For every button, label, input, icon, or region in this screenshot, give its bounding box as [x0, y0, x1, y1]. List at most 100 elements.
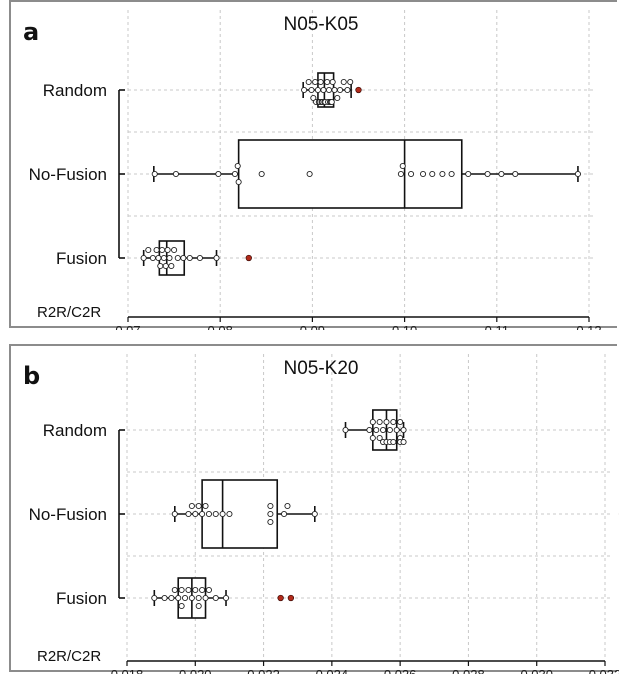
data-point: [186, 254, 193, 262]
chart-panel-b: 0.018 0.020 0.022 0.024 0.026 0.028 0.030 0.032…: [9, 344, 619, 674]
data-point: [306, 170, 313, 178]
data-point: [369, 434, 376, 442]
x-tick-label: 0.11: [485, 323, 509, 330]
category-label: Random: [43, 81, 107, 100]
panel-letter: b: [23, 362, 40, 390]
data-point: [393, 426, 400, 434]
data-point: [188, 594, 195, 602]
data-point: [202, 594, 209, 602]
data-point: [178, 586, 185, 594]
data-point: [171, 586, 178, 594]
category-label: Fusion: [56, 589, 107, 608]
data-point: [267, 518, 274, 526]
x-tick-label: 0.030: [520, 667, 553, 674]
x-tick-label: 0.028: [452, 667, 485, 674]
data-point: [399, 162, 406, 170]
data-point: [226, 510, 233, 518]
data-point: [171, 246, 178, 254]
data-point: [205, 586, 212, 594]
data-point: [235, 178, 242, 186]
data-point: [160, 254, 168, 262]
data-point: [408, 170, 415, 178]
data-point: [195, 502, 202, 510]
data-point: [175, 594, 182, 602]
data-point: [234, 162, 241, 170]
data-point: [512, 170, 519, 178]
chart-panel-a: 0.07 0.08 0.09 0.10 0.11 0.12 Random No-Fusion F…: [9, 0, 617, 330]
data-point: [199, 586, 206, 594]
data-point: [317, 78, 324, 86]
outlier-point: [245, 254, 252, 262]
data-point: [199, 510, 206, 518]
x-tick-label: 0.10: [392, 323, 417, 330]
data-point: [400, 426, 407, 434]
data-point: [484, 170, 491, 178]
data-point: [376, 434, 383, 442]
data-point: [212, 594, 219, 602]
data-point: [284, 502, 291, 510]
category-label: No-Fusion: [29, 505, 107, 524]
data-point: [328, 98, 335, 106]
data-point: [168, 262, 175, 270]
data-point: [267, 510, 274, 518]
data-point: [314, 86, 321, 94]
data-point: [380, 426, 387, 434]
data-point: [344, 86, 351, 94]
data-point: [181, 594, 189, 602]
data-point: [213, 254, 220, 262]
data-point: [151, 594, 158, 602]
x-axis-name: R2R/C2R: [37, 648, 101, 665]
x-axis-name: R2R/C2R: [37, 304, 101, 321]
data-point: [149, 254, 156, 262]
data-point: [340, 78, 347, 86]
data-point: [212, 510, 219, 518]
x-tick-label: 0.09: [300, 323, 325, 330]
data-point: [140, 254, 147, 262]
data-point: [324, 78, 331, 86]
data-point: [325, 86, 333, 94]
data-point: [192, 586, 199, 594]
data-point: [166, 254, 173, 262]
data-point: [419, 170, 427, 178]
data-point: [383, 418, 390, 426]
data-point: [215, 170, 222, 178]
data-point: [151, 170, 158, 178]
data-point: [429, 170, 436, 178]
data-point: [574, 170, 581, 178]
x-tick-label: 0.12: [576, 323, 601, 330]
box-iqr: [237, 139, 463, 209]
data-point: [180, 254, 187, 262]
data-point: [172, 170, 179, 178]
data-point: [281, 510, 288, 518]
data-point: [159, 246, 166, 254]
data-point: [311, 510, 318, 518]
x-tick-label: 0.024: [316, 667, 349, 674]
data-point: [400, 438, 407, 446]
data-point: [153, 246, 160, 254]
x-tick-label: 0.022: [247, 667, 280, 674]
data-point: [195, 594, 202, 602]
data-point: [390, 438, 397, 446]
x-tick-label: 0.08: [208, 323, 233, 330]
data-point: [397, 170, 404, 178]
chart-title: N05-K05: [284, 14, 359, 35]
category-label: Random: [43, 421, 107, 440]
data-point: [498, 170, 505, 178]
data-point: [231, 170, 239, 178]
data-point: [205, 510, 212, 518]
data-point: [342, 426, 349, 434]
data-point: [397, 418, 404, 426]
box-plot-b: 0.018 0.020 0.022 0.024 0.026 0.028 0.030 0.032…: [23, 354, 619, 674]
data-point: [157, 262, 164, 270]
category-label: No-Fusion: [29, 165, 107, 184]
x-tick-label: 0.026: [384, 667, 417, 674]
data-point: [202, 502, 209, 510]
data-point: [347, 78, 354, 86]
data-point: [178, 602, 185, 610]
data-point: [188, 502, 195, 510]
chart-title: N05-K20: [284, 358, 359, 379]
data-point: [337, 86, 344, 94]
x-tick-label: 0.018: [111, 667, 144, 674]
data-point: [192, 510, 199, 518]
data-point: [386, 426, 393, 434]
